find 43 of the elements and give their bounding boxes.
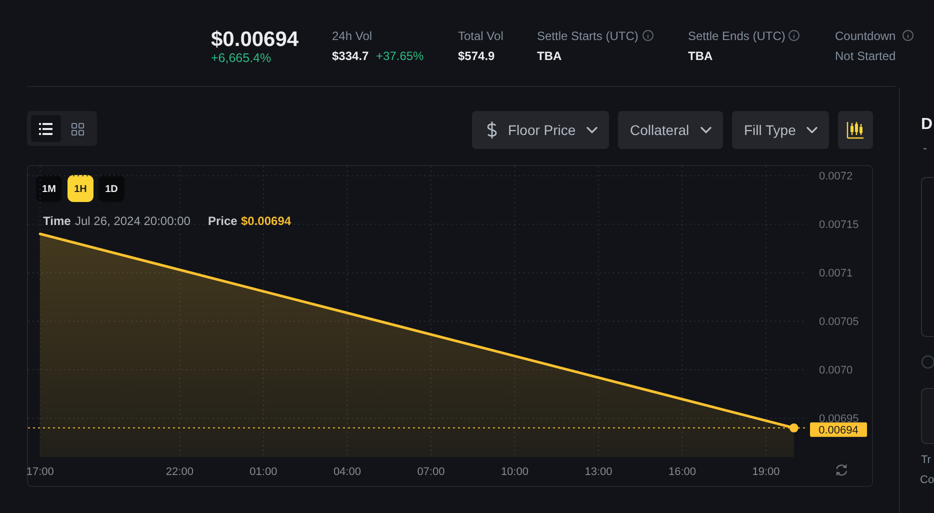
text: $334.7: [332, 49, 370, 63]
x-tick-label: 01:00: [250, 466, 278, 478]
annotation: 1M: [42, 184, 56, 195]
x-tick-label: 17:00: [26, 466, 54, 478]
y-tick-label: 0.0072: [819, 170, 853, 183]
y-tick-label: 0.00695: [819, 413, 859, 426]
annotation: Time: [43, 214, 72, 228]
text: -: [923, 141, 927, 155]
y-tick-label: 0.00715: [819, 219, 859, 232]
text: TBA: [688, 49, 713, 63]
x-tick-label: 10:00: [500, 466, 528, 478]
text: Not Started: [835, 49, 896, 63]
annotation: 1H: [74, 184, 87, 195]
text: Floor Price: [508, 122, 576, 138]
x-tick-label: 16:00: [668, 466, 696, 478]
annotation: $0.00694: [241, 214, 292, 228]
text: Co: [920, 474, 934, 486]
text: D: [921, 116, 933, 133]
x-tick-label: 19:00: [752, 466, 780, 478]
x-tick-label: 13:00: [584, 466, 612, 478]
text: $0.00694: [211, 28, 299, 51]
text: Tr: [921, 454, 932, 466]
annotation: 1D: [105, 184, 118, 195]
text: Settle Starts (UTC): [537, 29, 638, 43]
ref-line-label: 0.00694: [818, 424, 858, 436]
annotation: Jul 26, 2024 20:00:00: [75, 214, 191, 228]
text: Collateral: [630, 122, 690, 138]
x-tick-label: 07:00: [417, 466, 445, 478]
y-tick-label: 0.0070: [819, 364, 853, 377]
y-tick-label: 0.0071: [819, 268, 853, 280]
x-tick-label: 22:00: [166, 466, 194, 478]
y-tick-label: 0.00705: [819, 316, 859, 328]
x-tick-label: 04:00: [333, 466, 361, 478]
text: +37.65%: [376, 49, 424, 63]
text: 24h Vol: [332, 29, 372, 43]
text: TBA: [537, 49, 562, 63]
annotation: Price: [208, 214, 238, 228]
text: Total Vol: [458, 29, 504, 43]
text: Settle Ends (UTC): [688, 29, 786, 43]
text: Countdown: [835, 29, 896, 43]
text: $574.9: [458, 49, 496, 63]
text: Fill Type: [744, 122, 796, 138]
text: +6,665.4%: [211, 51, 272, 65]
